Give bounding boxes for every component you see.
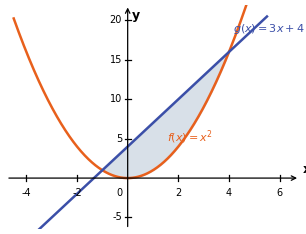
Text: 20: 20 bbox=[110, 15, 122, 26]
Text: $g(x) = 3x + 4$: $g(x) = 3x + 4$ bbox=[233, 22, 304, 36]
Text: 15: 15 bbox=[110, 55, 122, 65]
Text: 10: 10 bbox=[110, 94, 122, 104]
Text: $f(x) = x^2$: $f(x) = x^2$ bbox=[167, 128, 213, 146]
Text: 2: 2 bbox=[175, 188, 181, 198]
Text: -5: -5 bbox=[112, 212, 122, 223]
Text: 5: 5 bbox=[116, 134, 122, 144]
Text: -4: -4 bbox=[21, 188, 31, 198]
Text: 0: 0 bbox=[116, 188, 122, 198]
Text: 6: 6 bbox=[277, 188, 283, 198]
Text: x: x bbox=[302, 163, 306, 176]
Text: -2: -2 bbox=[72, 188, 82, 198]
Text: y: y bbox=[132, 9, 140, 22]
Text: 4: 4 bbox=[226, 188, 232, 198]
